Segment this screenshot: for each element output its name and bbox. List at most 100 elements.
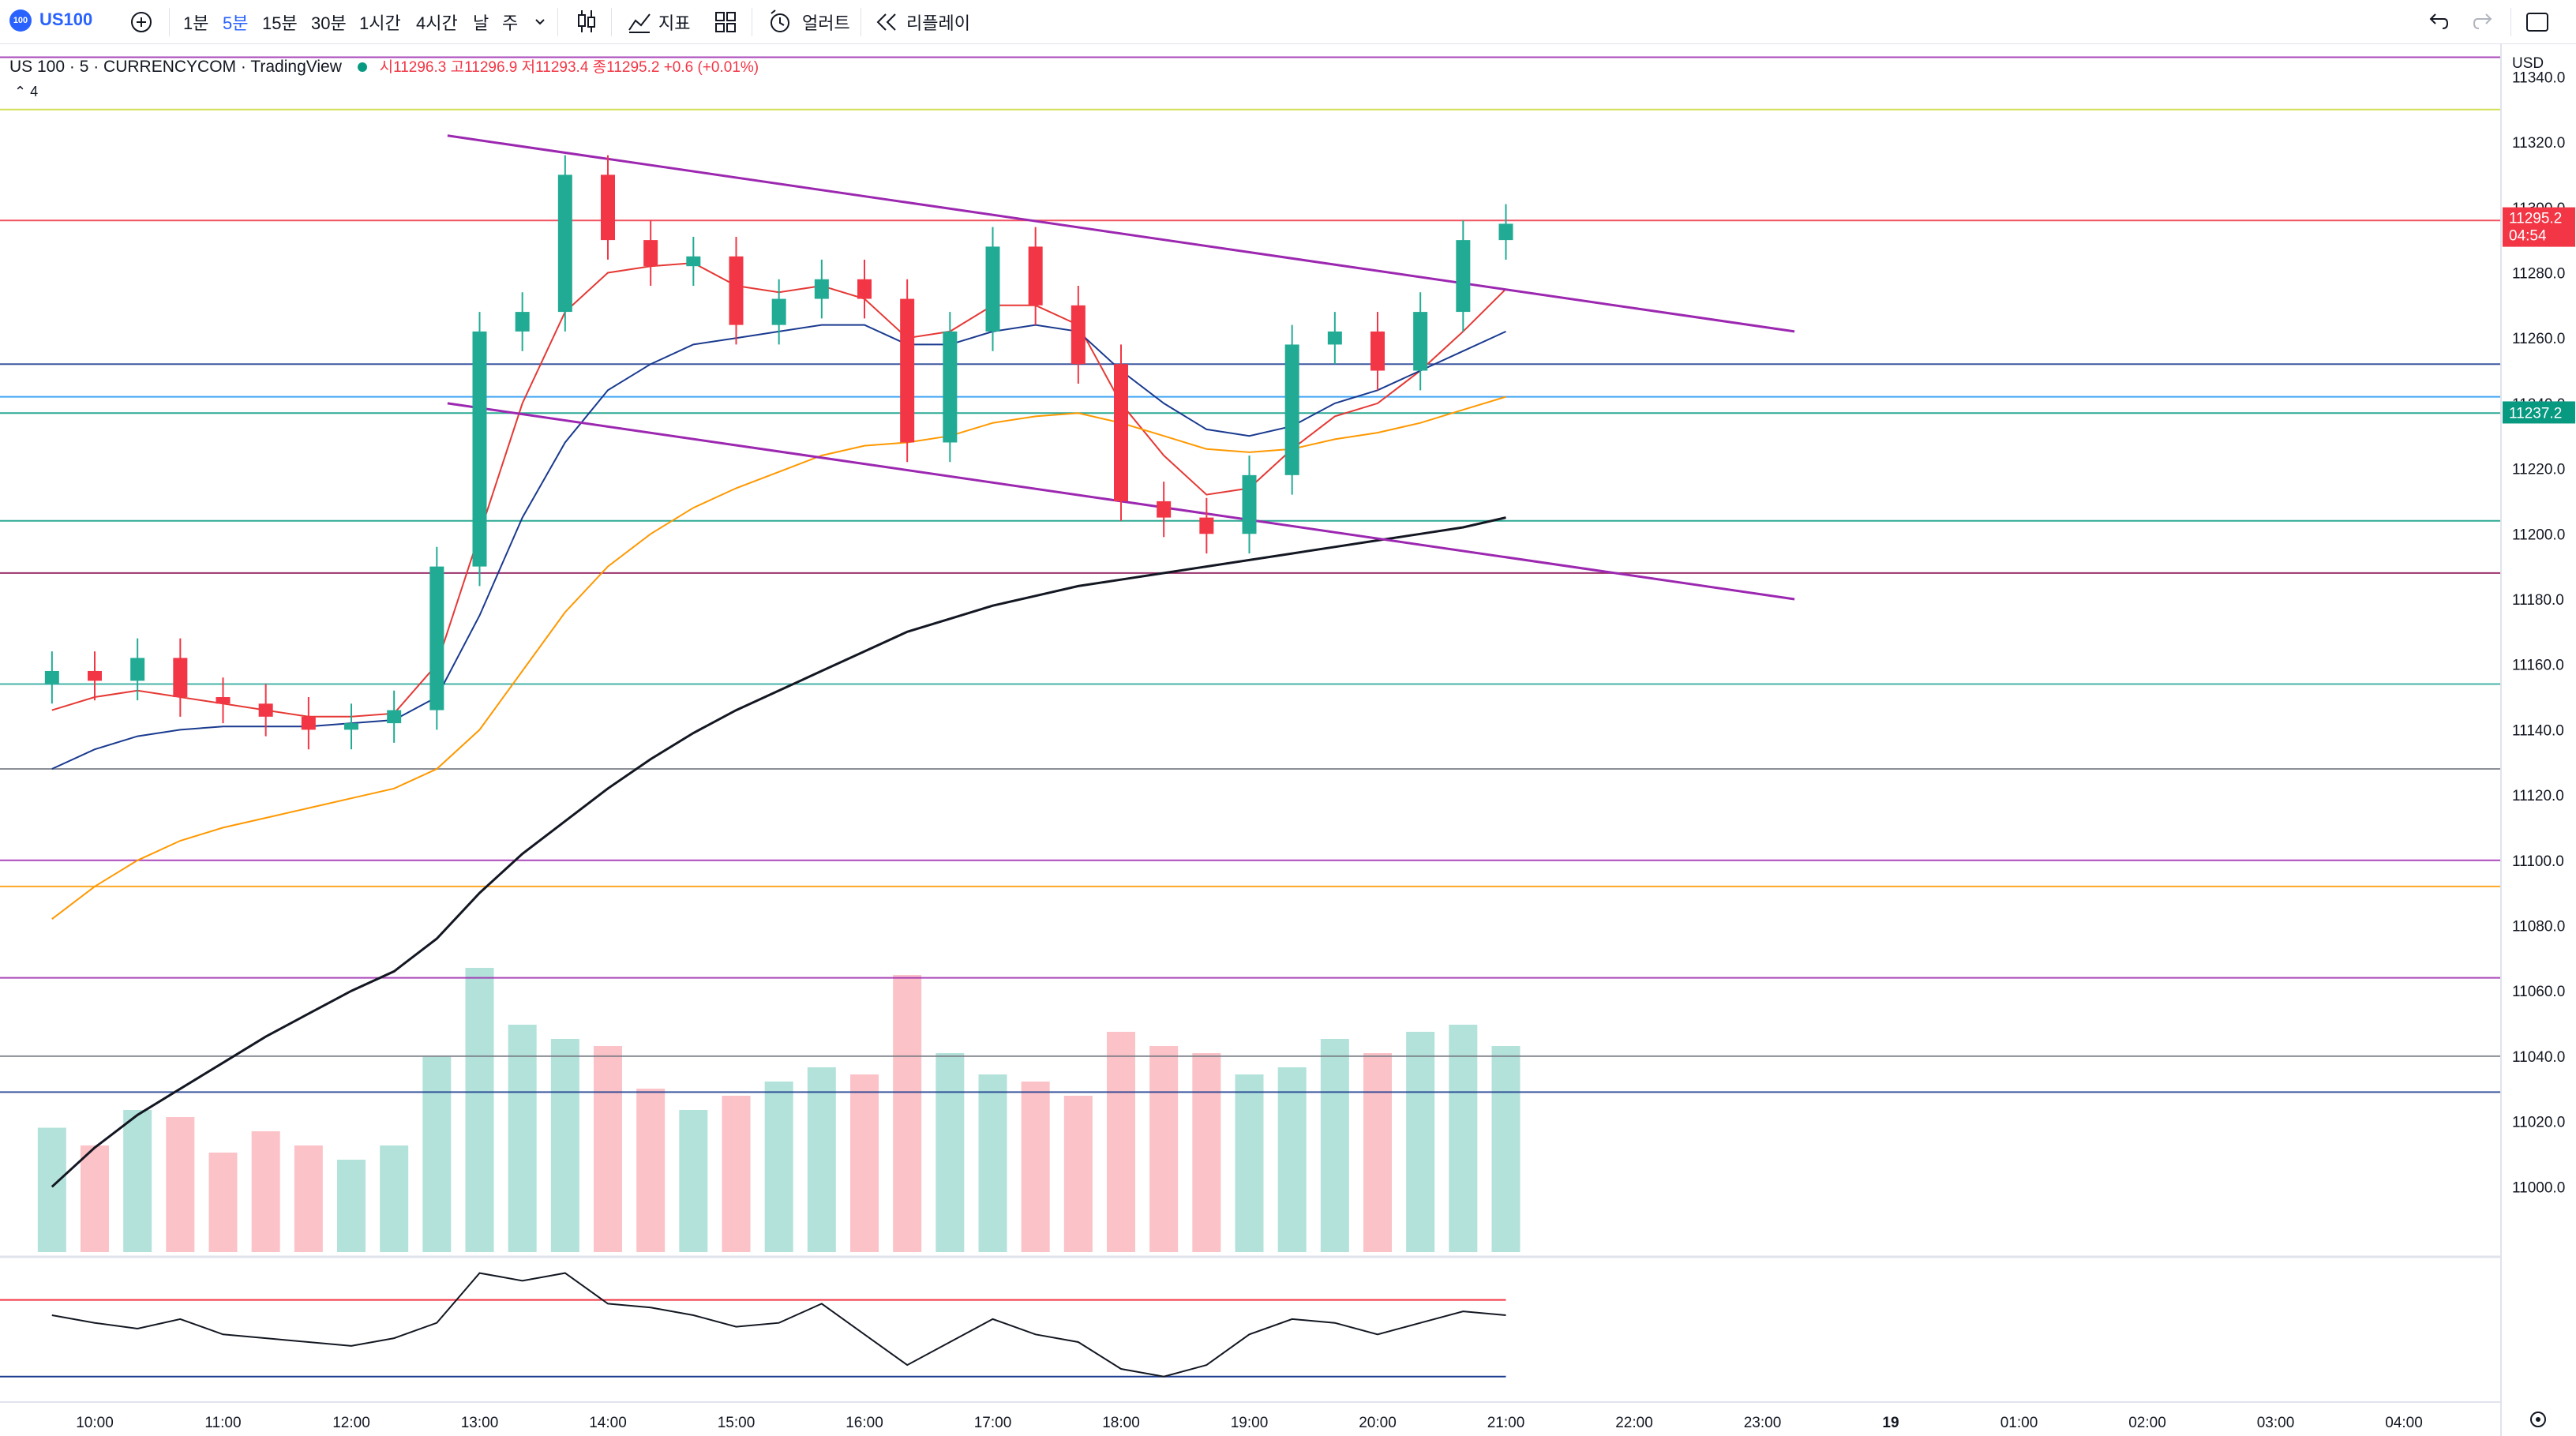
volume-bar <box>1192 1053 1221 1252</box>
interval-5m[interactable]: 5분 <box>223 13 249 33</box>
candlesticks <box>44 155 1513 750</box>
volume-bar <box>807 1067 836 1252</box>
chevron-up-icon: ⌃ <box>14 84 27 99</box>
volume-bar <box>978 1074 1007 1252</box>
candle-body <box>1242 474 1257 534</box>
volume-bar <box>936 1053 965 1252</box>
candle-body <box>344 723 358 730</box>
volume-bars <box>37 968 1520 1252</box>
price-tick-label: 11060.0 <box>2512 984 2565 1000</box>
candle-body <box>1157 501 1172 518</box>
templates-icon[interactable] <box>714 10 737 34</box>
horizontal-levels[interactable] <box>0 56 2501 1093</box>
candle-body <box>686 256 701 267</box>
chevron-down-icon[interactable] <box>532 13 548 29</box>
indicators-collapse-toggle[interactable]: ⌃ 4 <box>14 84 38 100</box>
volume-bar <box>1491 1046 1520 1252</box>
fullscreen-icon[interactable] <box>2525 9 2550 35</box>
toolbar-divider <box>557 8 558 36</box>
time-tick-label: 20:00 <box>1359 1415 1397 1431</box>
volume-bar <box>1320 1039 1349 1252</box>
replay-icon[interactable] <box>875 11 900 33</box>
candle-body <box>1071 305 1086 365</box>
time-tick-label: 19 <box>1882 1415 1899 1431</box>
volume-bar <box>1363 1053 1392 1252</box>
indicators-icon[interactable] <box>627 9 652 35</box>
axes: USD11340.011320.011300.011280.011260.011… <box>0 44 2576 1436</box>
price-chart[interactable]: 80.060.040.0 USD11340.011320.011300.0112… <box>0 44 2576 1436</box>
volume-bar <box>251 1131 280 1252</box>
interval-30m[interactable]: 30분 <box>311 13 347 33</box>
time-tick-label: 18:00 <box>1102 1415 1140 1431</box>
market-status-icon <box>357 62 367 73</box>
interval-15m[interactable]: 15분 <box>262 13 298 33</box>
candle-body <box>900 298 915 443</box>
price-tick-label: 11080.0 <box>2512 918 2565 935</box>
time-tick-label: 11:00 <box>204 1415 241 1431</box>
volume-bar <box>1235 1074 1264 1252</box>
candle-body <box>1028 246 1043 306</box>
candle-body <box>1413 312 1428 371</box>
candle-body <box>130 658 145 681</box>
volume-bar <box>764 1082 793 1252</box>
interval-week[interactable]: 주 <box>502 13 519 33</box>
volume-bar <box>337 1160 366 1252</box>
volume-bar <box>294 1145 323 1252</box>
candle-body <box>814 279 829 299</box>
volume-bar <box>508 1025 537 1252</box>
ema-line <box>51 516 1506 1188</box>
candle-body <box>258 703 273 717</box>
volume-bar <box>722 1096 751 1252</box>
indicator-count: 4 <box>30 84 39 99</box>
price-tick-label: 11200.0 <box>2512 527 2565 543</box>
volume-bar <box>81 1145 109 1252</box>
price-tick-label: 11180.0 <box>2512 592 2564 609</box>
trend-channel-upper[interactable] <box>447 134 1795 333</box>
interval-4h[interactable]: 4시간 <box>416 13 458 33</box>
interval-day[interactable]: 날 <box>473 13 489 33</box>
time-tick-label: 19:00 <box>1231 1415 1269 1431</box>
undo-icon[interactable] <box>2425 9 2450 33</box>
volume-bar <box>1107 1032 1135 1252</box>
alert-button[interactable]: 얼러트 <box>802 13 850 33</box>
legend-ohlc: 시11296.3 고11296.9 저11293.4 종11295.2 +0.6… <box>379 59 759 76</box>
marked-price-tag <box>2503 401 2575 424</box>
legend-title[interactable]: US 100 · 5 · CURRENCYCOM · TradingView <box>9 58 342 76</box>
price-tick-label: 11340.0 <box>2512 69 2565 86</box>
last-price-tag <box>2503 207 2575 247</box>
time-tick-label: 21:00 <box>1487 1415 1525 1431</box>
settings-icon[interactable] <box>2530 1412 2546 1427</box>
volume-bar <box>679 1110 708 1252</box>
time-tick-label: 03:00 <box>2257 1415 2295 1431</box>
candle-body <box>557 174 572 313</box>
candle-body <box>173 658 188 698</box>
volume-bar <box>1406 1032 1435 1252</box>
redo-icon[interactable] <box>2471 9 2496 33</box>
symbol-name[interactable]: US100 <box>39 9 93 29</box>
time-tick-label: 16:00 <box>846 1415 883 1431</box>
candles-icon[interactable] <box>575 8 598 35</box>
indicators-button[interactable]: 지표 <box>658 13 691 33</box>
volume-bar <box>1449 1025 1478 1252</box>
price-tick-label: 11220.0 <box>2512 462 2565 478</box>
rsi-line <box>51 1272 1506 1378</box>
volume-bar <box>636 1089 666 1252</box>
candle-body <box>1114 364 1128 501</box>
interval-1h[interactable]: 1시간 <box>359 13 401 33</box>
interval-1m[interactable]: 1분 <box>183 13 209 33</box>
volume-bar <box>166 1117 195 1252</box>
alert-icon[interactable] <box>767 9 793 36</box>
replay-button[interactable]: 리플레이 <box>906 13 970 33</box>
volume-bar <box>1063 1096 1093 1252</box>
candle-body <box>1284 344 1299 475</box>
currency-label: USD <box>2512 55 2544 72</box>
time-tick-label: 23:00 <box>1744 1415 1782 1431</box>
add-symbol-icon[interactable] <box>129 10 153 34</box>
candle-body <box>1199 517 1214 534</box>
time-tick-label: 02:00 <box>2128 1415 2166 1431</box>
volume-bar <box>465 968 494 1252</box>
candle-body <box>472 331 487 567</box>
volume-bar <box>208 1153 238 1252</box>
symbol-logo-icon[interactable]: 100 <box>9 9 32 32</box>
time-tick-label: 12:00 <box>332 1415 370 1431</box>
